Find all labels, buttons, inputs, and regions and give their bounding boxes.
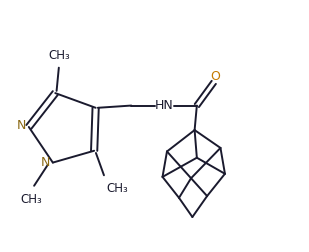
Text: N: N	[40, 156, 50, 169]
Text: CH₃: CH₃	[21, 193, 42, 206]
Text: N: N	[17, 119, 26, 132]
Text: CH₃: CH₃	[106, 182, 128, 195]
Text: O: O	[211, 70, 221, 83]
Text: CH₃: CH₃	[48, 49, 70, 62]
Text: HN: HN	[154, 99, 173, 112]
